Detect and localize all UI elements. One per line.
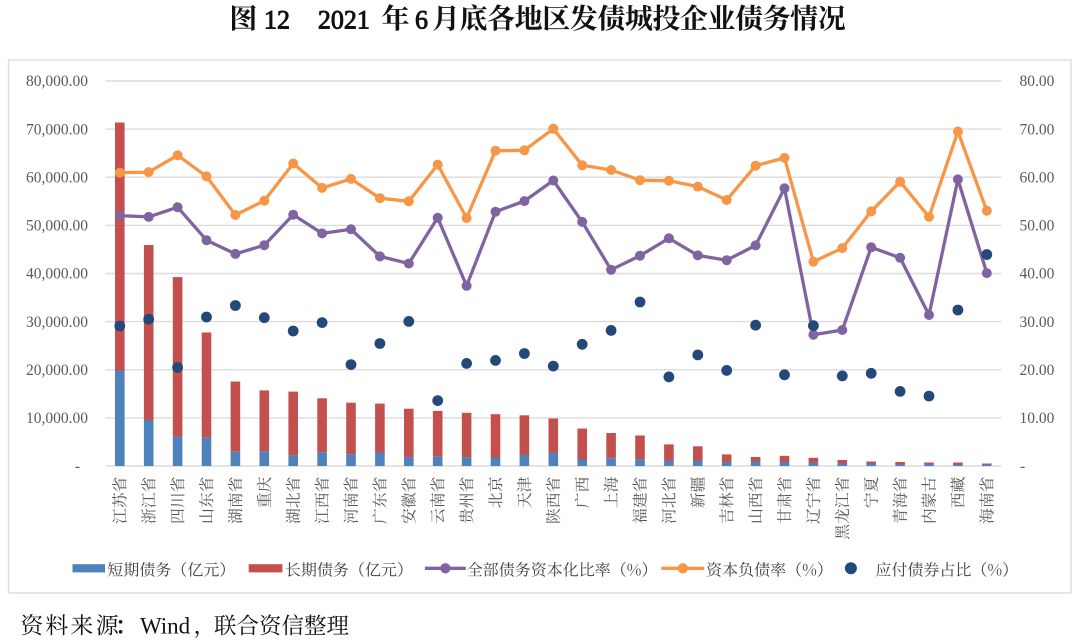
svg-text:60,000.00: 60,000.00: [26, 169, 88, 186]
svg-text:30.00: 30.00: [1020, 314, 1055, 331]
svg-text:80,000.00: 80,000.00: [26, 73, 88, 90]
svg-text:2021: 2021: [318, 5, 370, 34]
svg-text:10.00: 10.00: [1020, 410, 1055, 427]
svg-text:70,000.00: 70,000.00: [26, 121, 88, 138]
svg-text:10,000.00: 10,000.00: [26, 410, 88, 427]
svg-text:Wind: Wind: [140, 614, 191, 639]
svg-text:60.00: 60.00: [1020, 169, 1055, 186]
svg-text:40.00: 40.00: [1020, 266, 1055, 283]
svg-text:6: 6: [415, 5, 428, 34]
svg-text:30,000.00: 30,000.00: [26, 314, 88, 331]
svg-text:50.00: 50.00: [1020, 218, 1055, 235]
svg-text:20,000.00: 20,000.00: [26, 362, 88, 379]
svg-text:40,000.00: 40,000.00: [26, 266, 88, 283]
svg-text:70.00: 70.00: [1020, 121, 1055, 138]
svg-text:50,000.00: 50,000.00: [26, 218, 88, 235]
svg-text:12: 12: [264, 5, 290, 34]
svg-text:80.00: 80.00: [1020, 73, 1055, 90]
svg-text:-: -: [75, 458, 80, 475]
svg-text:-: -: [1020, 458, 1025, 475]
svg-text:20.00: 20.00: [1020, 362, 1055, 379]
